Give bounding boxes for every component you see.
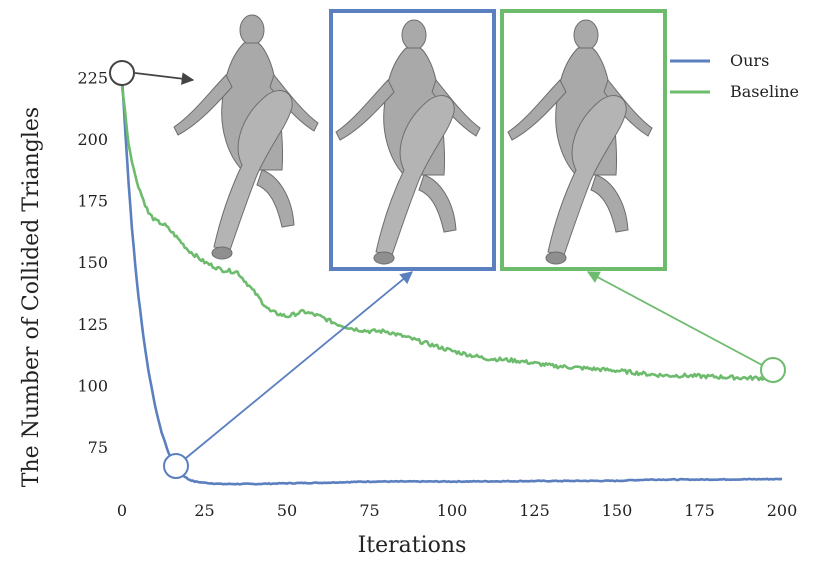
baseline-point-marker: [760, 357, 786, 383]
baseline-result-frame: [500, 9, 667, 271]
ours-result-frame: [329, 9, 496, 271]
y-axis-label: The Number of Collided Triangles: [19, 107, 44, 487]
y-tick-label: 75: [88, 438, 108, 457]
legend: Ours Baseline: [670, 51, 799, 101]
annotations: [329, 9, 667, 271]
body-figure-baseline: [507, 19, 653, 265]
x-tick-label: 25: [194, 501, 214, 520]
y-tick-label: 225: [77, 68, 108, 87]
legend-label: Baseline: [730, 82, 799, 101]
baseline-arrow: [586, 271, 763, 366]
x-tick-label: 50: [277, 501, 297, 520]
x-tick-label: 75: [359, 501, 379, 520]
y-tick-label: 125: [77, 315, 108, 334]
x-axis-ticks: 0 25 50 75 100 125 150 175 200: [117, 501, 797, 520]
x-axis-label: Iterations: [358, 533, 467, 558]
x-tick-label: 0: [117, 501, 127, 520]
start-point-marker: [109, 60, 135, 86]
y-tick-label: 200: [77, 130, 108, 149]
y-axis-ticks: 75 100 125 150 175 200 225: [77, 68, 108, 457]
ours-arrow: [185, 271, 413, 459]
series-layer: [120, 77, 783, 486]
x-tick-label: 150: [602, 501, 633, 520]
y-tick-label: 150: [77, 253, 108, 272]
callouts: [109, 60, 786, 479]
y-tick-label: 175: [77, 192, 108, 211]
ours-point-marker: [163, 453, 189, 479]
body-figure-ours: [335, 19, 481, 265]
x-tick-label: 175: [684, 501, 715, 520]
body-figures: [173, 14, 653, 265]
y-tick-label: 100: [77, 376, 108, 395]
series-line-baseline: [120, 86, 783, 382]
x-tick-label: 100: [437, 501, 468, 520]
x-tick-label: 200: [767, 501, 798, 520]
series-line-ours: [120, 77, 783, 486]
start-arrow: [134, 72, 195, 85]
legend-label: Ours: [730, 51, 769, 70]
body-figure-initial: [173, 14, 319, 260]
x-tick-label: 125: [519, 501, 550, 520]
